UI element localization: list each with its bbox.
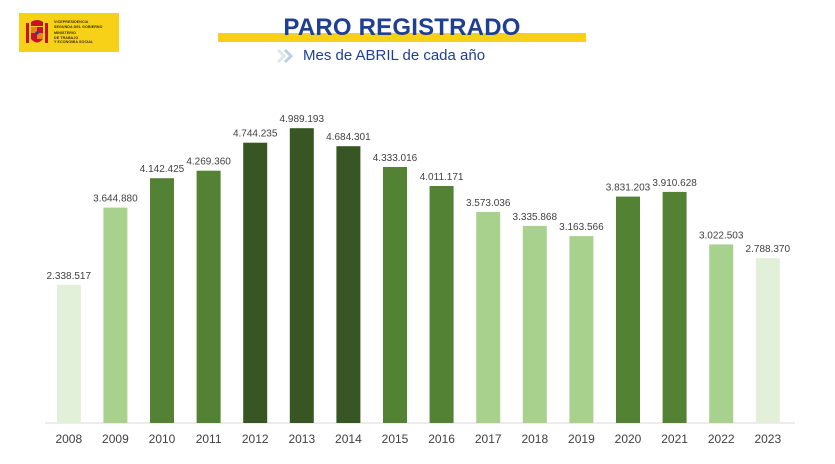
value-label-2017: 3.573.036 <box>466 198 511 209</box>
bar-2009 <box>103 207 128 423</box>
x-tick-label-2014: 2014 <box>335 432 362 446</box>
x-tick-label-2023: 2023 <box>754 432 781 446</box>
x-tick-label-2013: 2013 <box>288 432 315 446</box>
bar-2008 <box>56 284 81 423</box>
value-label-2013: 4.989.193 <box>280 114 325 125</box>
x-tick-label-2016: 2016 <box>428 432 455 446</box>
bar-2016 <box>429 186 454 423</box>
value-label-2012: 4.744.235 <box>233 129 278 140</box>
value-label-2021: 3.910.628 <box>652 178 697 189</box>
bar-2013 <box>289 128 314 423</box>
logo-line: Y ECONOMÍA SOCIAL <box>54 40 94 45</box>
x-tick-label-2022: 2022 <box>708 432 735 446</box>
value-label-2011: 4.269.360 <box>186 157 231 168</box>
x-tick-label-2020: 2020 <box>615 432 642 446</box>
title-underline-bar <box>218 33 586 42</box>
bar-2020 <box>616 196 640 423</box>
logo-line: SEGUNDA DEL GOBIERNO <box>54 24 103 29</box>
x-tick-label-2017: 2017 <box>475 432 502 446</box>
double-chevron-icon <box>276 48 294 64</box>
bar-2011 <box>196 170 221 423</box>
bar-2023 <box>755 258 780 423</box>
x-tick-label-2019: 2019 <box>568 432 595 446</box>
value-label-2015: 4.333.016 <box>373 153 418 164</box>
bar-2012 <box>243 142 268 423</box>
bar-2019 <box>569 236 594 423</box>
logo-line: VICEPRESIDENCIA <box>54 20 89 25</box>
x-tick-label-2009: 2009 <box>102 432 129 446</box>
value-label-2023: 2.788.370 <box>746 244 791 255</box>
value-label-2010: 4.142.425 <box>140 164 185 175</box>
x-tick-label-2018: 2018 <box>521 432 548 446</box>
logo-line: DE TRABAJO <box>54 35 79 40</box>
value-label-2008: 2.338.517 <box>47 271 92 282</box>
bar-2018 <box>522 225 547 423</box>
value-label-2020: 3.831.203 <box>606 183 651 194</box>
x-tick-label-2010: 2010 <box>149 432 176 446</box>
value-label-2014: 4.684.301 <box>326 132 371 143</box>
coat-of-arms-icon <box>26 19 48 43</box>
bar-2015 <box>383 167 407 423</box>
bar-2022 <box>709 244 734 423</box>
x-tick-label-2008: 2008 <box>55 432 82 446</box>
x-tick-label-2021: 2021 <box>661 432 688 446</box>
bar-2010 <box>150 178 174 423</box>
value-label-2018: 3.335.868 <box>513 212 558 223</box>
x-tick-label-2011: 2011 <box>196 432 222 446</box>
bar-2017 <box>476 211 501 423</box>
ministry-logo: VICEPRESIDENCIA SEGUNDA DEL GOBIERNO MIN… <box>19 13 119 52</box>
page-title: PARO REGISTRADO <box>283 14 521 41</box>
value-label-2022: 3.022.503 <box>699 230 744 241</box>
value-label-2019: 3.163.566 <box>559 222 604 233</box>
x-tick-label-2012: 2012 <box>242 432 269 446</box>
logo-line: MINISTERIO <box>54 31 76 36</box>
bar-2021 <box>662 191 687 423</box>
bar-2014 <box>336 146 361 423</box>
page-subtitle: Mes de ABRIL de cada año <box>303 47 486 64</box>
value-label-2009: 3.644.880 <box>93 194 138 205</box>
x-tick-label-2015: 2015 <box>382 432 409 446</box>
logo-text: VICEPRESIDENCIA SEGUNDA DEL GOBIERNO MIN… <box>54 20 103 45</box>
value-label-2016: 4.011.171 <box>420 172 464 183</box>
